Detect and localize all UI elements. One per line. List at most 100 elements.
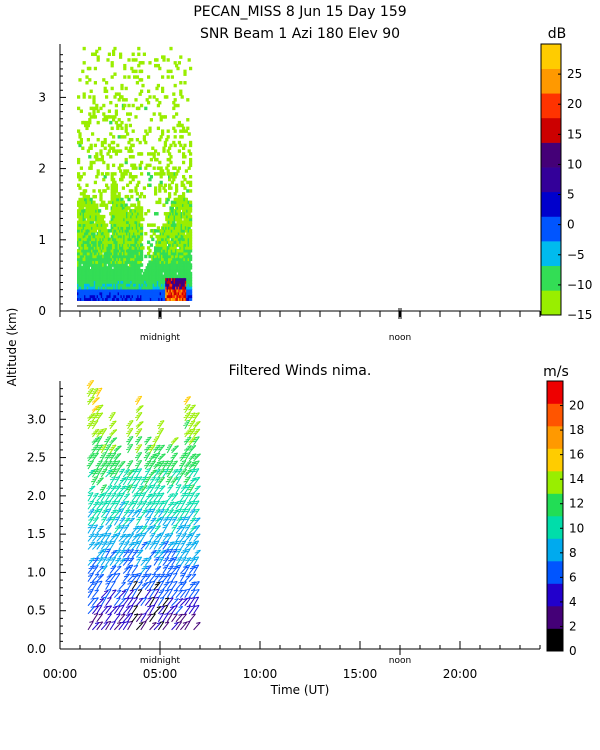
winds-colorbar-tick-label: 18 — [569, 423, 584, 437]
wind-barb-feather — [190, 527, 195, 530]
wind-barb-feather — [97, 535, 102, 538]
wind-barb — [131, 549, 139, 558]
snr-cell — [154, 149, 158, 153]
snr-cell — [183, 143, 187, 148]
wind-barb-feather — [193, 542, 198, 545]
snr-cell — [184, 251, 188, 256]
snr-cell — [144, 129, 148, 133]
wind-barb-feather — [116, 613, 121, 616]
wind-barb — [158, 573, 166, 582]
wind-barb-feather — [173, 492, 178, 495]
wind-barb — [171, 605, 178, 615]
wind-barb — [166, 588, 173, 598]
wind-barb — [193, 508, 200, 518]
wind-barb-feather — [95, 541, 100, 544]
wind-barb-feather — [91, 472, 96, 475]
snr-cell — [189, 294, 193, 299]
wind-barb — [109, 573, 117, 582]
wind-barb-feather — [190, 605, 196, 608]
wind-barb-feather — [159, 455, 164, 458]
wind-barb-feather — [92, 390, 97, 393]
snr-cell — [114, 263, 118, 267]
snr-cell — [114, 103, 118, 108]
wind-barb — [184, 524, 191, 534]
wind-barb-feather — [160, 460, 165, 463]
snr-cell — [81, 200, 85, 205]
snr-cell — [154, 192, 158, 196]
wind-barb — [162, 500, 169, 510]
wind-barb-feather — [166, 478, 172, 481]
wind-barb — [92, 541, 100, 550]
wind-barb-feather — [164, 533, 170, 536]
wind-barb-feather — [159, 420, 165, 423]
wind-barb-feather — [97, 446, 102, 449]
wind-barb-feather — [110, 422, 115, 425]
snr-cell — [131, 220, 135, 225]
wind-barb — [193, 549, 201, 558]
wind-barb — [149, 580, 156, 590]
snr-cell — [173, 175, 177, 179]
wind-barb — [140, 621, 147, 631]
snr-cell — [189, 249, 193, 253]
wind-barb-feather — [128, 564, 133, 567]
snr-cell — [112, 146, 116, 150]
snr-cell — [135, 197, 139, 202]
wind-barb-feather — [189, 567, 195, 570]
wind-barb-feather — [187, 469, 192, 472]
wind-barb-feather — [196, 453, 201, 456]
snr-cell — [159, 135, 163, 139]
wind-barb-feather — [105, 502, 110, 505]
wind-barb-feather — [90, 565, 95, 568]
wind-barb-feather — [157, 472, 162, 475]
snr-y-tick-label: 1 — [38, 233, 46, 247]
snr-cell — [120, 226, 124, 230]
wind-barb — [113, 532, 121, 542]
snr-cell — [187, 251, 191, 256]
snr-cell — [103, 140, 107, 145]
wind-barb-feather — [98, 404, 104, 407]
wind-barb-feather — [190, 463, 195, 466]
snr-cell — [159, 175, 163, 179]
wind-barb-feather — [163, 559, 168, 562]
wind-barb-feather — [164, 468, 169, 471]
snr-cell — [169, 160, 173, 165]
wind-barb-feather — [164, 540, 169, 543]
wind-barb — [109, 549, 118, 558]
wind-barb — [188, 573, 197, 582]
snr-colorbar-swatch — [541, 93, 561, 119]
wind-barb-feather — [114, 470, 119, 473]
wind-barb-feather — [127, 446, 132, 449]
wind-barb-feather — [154, 551, 160, 554]
snr-cell — [93, 268, 97, 273]
snr-cell — [103, 249, 107, 253]
wind-barb-feather — [94, 509, 99, 512]
wind-barb — [193, 556, 200, 566]
snr-cell — [86, 200, 90, 205]
wind-barb-feather — [149, 542, 155, 545]
wind-barb-feather — [172, 511, 177, 514]
snr-cell — [86, 271, 90, 276]
snr-cell — [88, 120, 92, 125]
snr-cell — [148, 271, 152, 276]
wind-barb-feather — [139, 488, 145, 491]
snr-cell — [92, 109, 96, 113]
snr-cell — [187, 268, 191, 273]
wind-barb — [136, 622, 144, 631]
snr-cell — [137, 52, 141, 56]
snr-cell — [189, 157, 193, 162]
snr-cell — [119, 149, 123, 153]
wind-barb-feather — [119, 462, 124, 465]
snr-colorbar-swatch — [541, 191, 561, 217]
wind-barb-feather — [91, 440, 96, 443]
wind-barb-feather — [119, 487, 125, 490]
wind-barb — [109, 485, 118, 494]
winds-colorbar-tick-label: 10 — [569, 521, 584, 535]
snr-cell — [163, 183, 167, 187]
wind-barb — [87, 500, 95, 510]
wind-barb-feather — [138, 532, 143, 535]
wind-barb-feather — [137, 428, 143, 431]
wind-barb-feather — [160, 468, 165, 471]
wind-barb-feather — [123, 470, 129, 473]
wind-barb — [140, 476, 147, 486]
snr-cell — [119, 169, 123, 173]
